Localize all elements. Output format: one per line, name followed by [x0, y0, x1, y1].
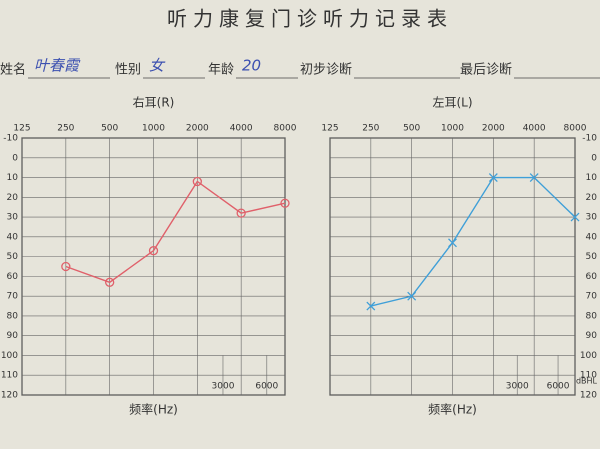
x2-tick-label: 3000 [212, 382, 235, 392]
y-tick-label: 30 [586, 213, 598, 223]
series-line [65, 180, 286, 284]
point [488, 173, 498, 182]
y-tick-label: 110 [1, 371, 18, 381]
y-tick-label: 50 [7, 252, 19, 262]
field-label: 初步诊断 [300, 63, 352, 78]
y-tick-label: 120 [1, 391, 18, 401]
x-tick-label: 4000 [523, 124, 546, 134]
field-label: 姓名 [0, 62, 26, 78]
y-tick-label: 50 [586, 252, 598, 262]
y-unit: dBHL [576, 377, 598, 386]
y-tick-label: 20 [586, 193, 598, 203]
x-tick-label: 250 [57, 124, 74, 134]
charts: 右耳(R)频率(Hz)-1001020304050607080901001101… [1, 95, 598, 417]
x-axis-label: 频率(Hz) [129, 402, 178, 417]
y-tick-label: 70 [586, 292, 598, 302]
point [280, 198, 290, 208]
y-tick-label: 40 [586, 232, 598, 242]
y-tick-label: 10 [586, 173, 598, 183]
point [529, 173, 539, 182]
y-tick-label: 100 [1, 351, 18, 361]
x-tick-label: 500 [403, 124, 420, 134]
x-tick-label: 4000 [230, 124, 253, 134]
y-tick-label: 60 [7, 272, 19, 282]
x-tick-label: 8000 [564, 124, 587, 134]
point [61, 261, 71, 272]
point [570, 212, 580, 222]
point [236, 208, 246, 218]
point [148, 246, 159, 256]
y-tick-label: 0 [591, 153, 597, 163]
field-label: 年龄 [208, 63, 234, 78]
y-tick-label: 110 [580, 371, 597, 381]
y-tick-label: 20 [7, 193, 19, 203]
y-tick-label: 90 [586, 331, 598, 341]
field-value: 女 [149, 57, 166, 75]
point [448, 238, 457, 248]
x-tick-label: 2000 [186, 124, 209, 134]
chart-title: 左耳(L) [432, 95, 472, 110]
x-tick-label: 250 [362, 124, 379, 134]
field-value: 叶春霞 [34, 57, 81, 75]
y-tick-label: 80 [586, 311, 598, 321]
y-tick-label: 40 [7, 232, 19, 242]
y-tick-label: 120 [580, 391, 597, 401]
x-tick-label: 2000 [482, 124, 505, 134]
y-tick-label: 70 [7, 292, 19, 302]
form-fields: 姓名 叶春霞 性别女 年龄 20 初步诊断 最后诊断 [0, 57, 600, 79]
chart-title: 右耳(R) [133, 95, 175, 110]
x-tick-label: 1000 [142, 124, 165, 134]
y-tick-label: 0 [12, 153, 18, 163]
point [407, 291, 417, 301]
point [192, 176, 202, 187]
point [366, 301, 376, 311]
field-label: 性别 [115, 63, 141, 78]
x-axis-label: 频率(Hz) [428, 402, 477, 417]
audiogram: 右耳(R) 频率(Hz) -10 0 10 20 30 40 50 60 70 80 90 100 110 1… [1, 95, 297, 417]
field-value: 20 [242, 57, 261, 75]
audiogram: 左耳(L) 频率(Hz) -10 0 10 20 30 40 50 60 70 80 90 100 110 1… [321, 95, 597, 417]
point [105, 277, 115, 287]
y-tick-label: 100 [580, 351, 597, 361]
x-tick-label: 500 [101, 124, 118, 134]
y-tick-label: 90 [7, 331, 19, 341]
y-tick-label: 60 [586, 272, 598, 282]
x-tick-label: 1000 [441, 124, 464, 134]
x2-tick-label: 3000 [506, 382, 529, 392]
field-label: 最后诊断 [460, 63, 512, 78]
series-line [370, 176, 576, 307]
x2-tick-label: 6000 [547, 382, 570, 392]
x-tick-label: 125 [13, 124, 30, 134]
form-title: 听力康复门诊听力记录表 [167, 7, 453, 31]
x2-tick-label: 6000 [255, 382, 278, 392]
y-tick-label: 30 [7, 213, 19, 223]
x-tick-label: 125 [321, 124, 338, 134]
y-tick-label: 80 [7, 311, 19, 321]
y-tick-label: -10 [3, 134, 18, 144]
y-tick-label: 10 [7, 173, 19, 183]
y-tick-label: -10 [582, 134, 597, 144]
x-tick-label: 8000 [274, 124, 297, 134]
